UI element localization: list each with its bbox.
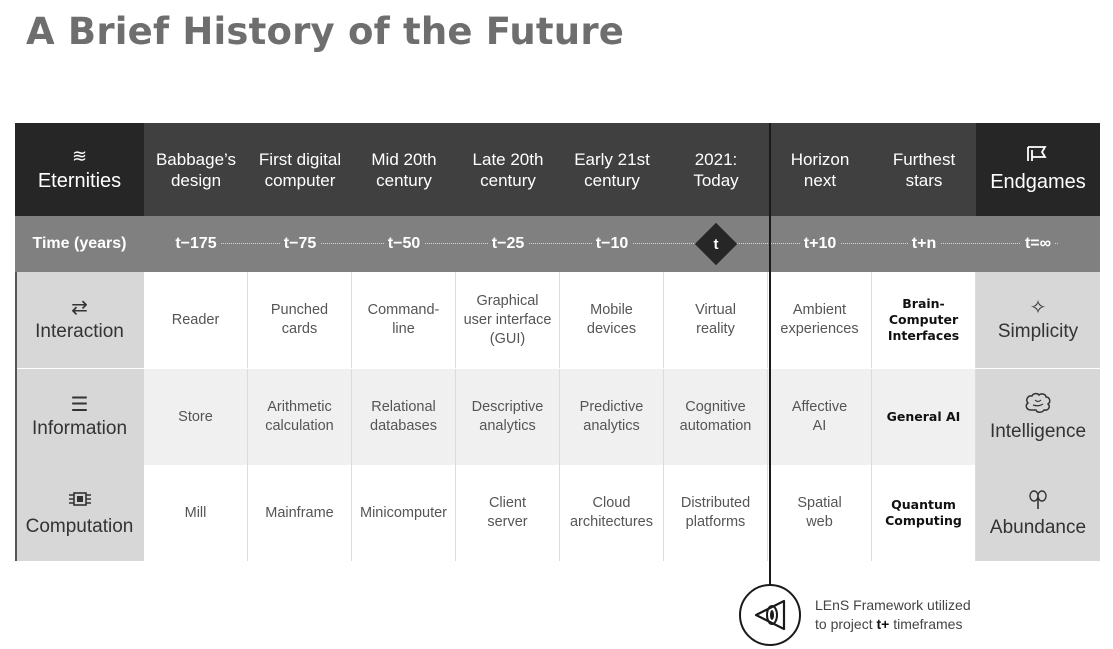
computation-cell: Cloud architectures (560, 465, 664, 561)
information-cell: Cognitive automation (664, 369, 768, 465)
computation-row: Computation Mill Mainframe Minicomputer … (15, 465, 1100, 561)
header-col-7: Horizon next (790, 149, 850, 190)
interaction-cell: Ambient experiences (768, 272, 872, 368)
abundance-endgame: Abundance (976, 465, 1100, 561)
sprout-icon (1027, 488, 1049, 515)
information-cell: Descriptive analytics (456, 369, 560, 465)
information-label: ☰ Information (15, 369, 144, 465)
waves-icon: ≋ (71, 145, 88, 166)
header-col-3: Mid 20th century (371, 149, 437, 190)
computation-label: Computation (15, 465, 144, 561)
future-framework-table: ≋ Eternities Babbage’s design First digit… (15, 123, 1100, 561)
time-value: t+n (907, 235, 941, 253)
header-col-4: Late 20th century (472, 149, 544, 190)
information-cell: Relational databases (352, 369, 456, 465)
computation-cell: Minicomputer (352, 465, 456, 561)
computation-cell: Spatial web (768, 465, 872, 561)
time-row: Time (years) t−175 t−75 t−50 t−25 t−10 t… (15, 216, 1100, 272)
header-col-5: Early 21st century (574, 149, 650, 190)
chip-icon (66, 489, 94, 514)
header-col-1: Babbage’s design (155, 149, 237, 190)
page-title: A Brief History of the Future (26, 10, 625, 53)
flag-icon (1025, 145, 1051, 166)
time-value: t−175 (171, 235, 221, 253)
interaction-cell-future: Brain- Computer Interfaces (872, 272, 976, 368)
endgames-header: Endgames (976, 123, 1100, 216)
interaction-cell: Mobile devices (560, 272, 664, 368)
interaction-label: ⇄ Interaction (15, 272, 144, 368)
time-value: t+10 (799, 235, 841, 253)
information-row: ☰ Information Store Arithmetic calculatio… (15, 369, 1100, 465)
time-value: t−50 (383, 235, 425, 253)
interaction-cell: Virtual reality (664, 272, 768, 368)
interaction-cell: Punched cards (248, 272, 352, 368)
interaction-cell: Graphical user interface (GUI) (456, 272, 560, 368)
information-cell: Store (144, 369, 248, 465)
computation-cell: Mill (144, 465, 248, 561)
lens-caption: LEnS Framework utilized to project t+ ti… (815, 597, 971, 632)
arrows-icon: ⇄ (71, 297, 88, 319)
intelligence-endgame: Intelligence (976, 369, 1100, 465)
header-col-8: Furthest stars (892, 149, 956, 190)
information-cell-future: General AI (872, 369, 976, 465)
lines-icon: ☰ (70, 394, 89, 416)
header-col-6: 2021: Today (693, 149, 739, 190)
eternities-header: ≋ Eternities (15, 123, 144, 216)
information-cell: Arithmetic calculation (248, 369, 352, 465)
computation-cell: Mainframe (248, 465, 352, 561)
header-row: ≋ Eternities Babbage’s design First digit… (15, 123, 1100, 216)
time-value-infinity: t=∞ (1020, 235, 1056, 253)
today-divider-line (769, 123, 771, 585)
information-cell: Predictive analytics (560, 369, 664, 465)
computation-cell: Distributed platforms (664, 465, 768, 561)
interaction-cell: Command-line (352, 272, 456, 368)
computation-cell: Client server (456, 465, 560, 561)
sparkle-icon: ✧ (1029, 297, 1047, 319)
computation-cell-future: Quantum Computing (872, 465, 976, 561)
lens-icon (739, 584, 801, 646)
time-value: t−75 (279, 235, 321, 253)
time-value: t−10 (591, 235, 633, 253)
brain-icon (1023, 392, 1053, 419)
information-cell: Affective AI (768, 369, 872, 465)
simplicity-endgame: ✧ Simplicity (976, 272, 1100, 368)
time-label: Time (years) (32, 235, 127, 252)
today-diamond-marker: t (694, 222, 738, 266)
header-col-2: First digital computer (258, 149, 342, 190)
interaction-cell: Reader (144, 272, 248, 368)
left-border (15, 272, 17, 561)
time-value: t−25 (487, 235, 529, 253)
interaction-row: ⇄ Interaction Reader Punched cards Comman… (15, 272, 1100, 368)
